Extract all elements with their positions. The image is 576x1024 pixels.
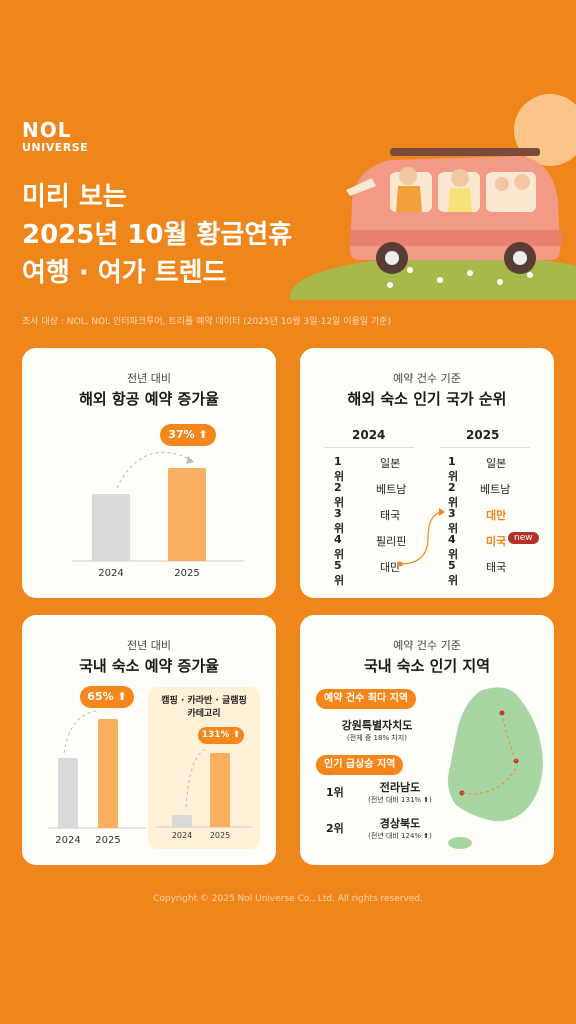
rank-number: 3위 — [448, 507, 459, 535]
title-line-3: 여행 · 여가 트렌드 — [22, 258, 227, 288]
camping-category-panel: 캠핑 · 카라반 · 글램핑 카테고리 131% ⬆ 2024 2025 — [148, 687, 260, 849]
new-badge: new — [508, 532, 539, 544]
country-name: 대만 — [380, 561, 401, 574]
growth-value: 65% — [87, 690, 114, 703]
card-subtitle: 예약 건수 기준 — [393, 639, 461, 652]
rank-number: 2위 — [334, 481, 345, 509]
rank-number: 3위 — [334, 507, 345, 535]
growth-badge: 65% ⬆ — [80, 686, 134, 708]
bar-2024 — [92, 494, 130, 561]
rank-move-arrow — [397, 508, 445, 567]
most-region-name: 강원특별자치도 — [341, 719, 413, 732]
arrow-up-icon: ⬆ — [232, 730, 241, 740]
country-name: 태국 — [486, 561, 507, 574]
rank-number: 1위 — [334, 455, 345, 483]
column-header-2025: 2025 — [466, 428, 500, 442]
camping-growth-arrow — [156, 748, 252, 828]
surge-note-1: (전년 대비 131% ⬆) — [368, 796, 432, 804]
card-subtitle: 전년 대비 — [127, 639, 171, 652]
rank-number: 5위 — [334, 559, 345, 587]
axis-label-2024: 2024 — [98, 568, 124, 579]
camping-bar-2024 — [172, 815, 192, 827]
camping-title-line2: 카테고리 — [187, 709, 221, 719]
title-line-1: 미리 보는 — [22, 182, 127, 212]
van-illustration — [290, 94, 576, 300]
camping-axis-2024: 2024 — [171, 831, 193, 840]
korea-map-icon — [448, 687, 543, 849]
axis-label-2024: 2024 — [55, 835, 81, 846]
camping-title: 캠핑 · 카라반 · 글램핑 카테고리 — [148, 695, 260, 721]
country-name: 일본 — [486, 457, 507, 470]
flowers-decoration — [387, 267, 533, 288]
axis-label-2025: 2025 — [95, 835, 121, 846]
bar-2024 — [58, 758, 78, 828]
surge-rank-2: 2위 — [326, 822, 344, 835]
growth-badge: 37% ⬆ — [160, 424, 216, 446]
most-region-note: (전체 중 18% 차지) — [347, 734, 407, 742]
growth-arrow — [48, 710, 146, 829]
camping-bar-2025 — [210, 753, 230, 827]
card-overseas-country-ranking: 예약 건수 기준 해외 숙소 인기 국가 순위 2024 2025 1위 일본 2… — [300, 348, 554, 598]
column-header-2024: 2024 — [352, 428, 386, 442]
surge-region-1: 전라남도 — [379, 781, 421, 794]
arrow-up-icon: ⬆ — [117, 690, 127, 703]
brand-logo: NOL UNIVERSE — [22, 120, 88, 153]
surge-rank-1: 1위 — [326, 786, 344, 799]
surge-note-2: (전년 대비 124% ⬆) — [368, 832, 432, 840]
brand-logo-line2: UNIVERSE — [22, 141, 89, 154]
card-overseas-flight-growth: 전년 대비 해외 항공 예약 증가율 37% ⬆ 2024 2025 — [22, 348, 276, 598]
growth-value: 37% — [168, 428, 195, 441]
card-title: 국내 숙소 인기 지역 — [363, 657, 491, 675]
growth-arrow — [72, 452, 244, 562]
rank-number: 2위 — [448, 481, 459, 509]
card-domestic-stay-growth: 전년 대비 국내 숙소 예약 증가율 65% ⬆ 2024 2025 캠핑 · … — [22, 615, 276, 865]
country-name: 베트남 — [480, 483, 511, 496]
country-name-highlight: 대만 — [486, 509, 507, 522]
country-name: 필리핀 — [376, 535, 407, 548]
camping-growth-badge: 131% ⬆ — [198, 727, 244, 744]
card-subtitle: 전년 대비 — [127, 372, 171, 385]
surge-region-2: 경상북도 — [379, 817, 421, 830]
country-name: 태국 — [380, 509, 401, 522]
arrow-up-icon: ⬆ — [198, 428, 208, 441]
most-bookings-label: 예약 건수 최다 지역 — [316, 689, 417, 709]
country-name: 일본 — [380, 457, 401, 470]
rank-number: 4위 — [448, 533, 459, 561]
rank-number: 5위 — [448, 559, 459, 587]
camping-axis-2025: 2025 — [209, 831, 231, 840]
survey-note: 조사 대상 : NOL, NOL 인터파크투어, 트리플 예약 데이터 (202… — [22, 317, 391, 327]
country-name-highlight: 미국 — [486, 535, 507, 548]
camping-title-line1: 캠핑 · 카라반 · 글램핑 — [161, 696, 247, 706]
bar-2025 — [168, 468, 206, 561]
bar-2025 — [98, 719, 118, 828]
divider — [324, 447, 414, 448]
title-line-2: 2025년 10월 황금연휴 — [22, 220, 293, 250]
brand-logo-line1: NOL — [22, 118, 72, 142]
axis-label-2025: 2025 — [174, 568, 200, 579]
page-title: 미리 보는 2025년 10월 황금연휴 여행 · 여가 트렌드 — [22, 178, 292, 292]
card-title: 국내 숙소 예약 증가율 — [79, 657, 219, 675]
copyright-footer: Copyright © 2025 Nol Universe Co., Ltd. … — [153, 894, 423, 904]
camping-growth-value: 131% — [201, 730, 230, 740]
card-subtitle: 예약 건수 기준 — [393, 372, 461, 385]
card-title: 해외 항공 예약 증가율 — [79, 390, 219, 408]
divider — [440, 447, 530, 448]
country-name: 베트남 — [376, 483, 407, 496]
card-title: 해외 숙소 인기 국가 순위 — [347, 390, 507, 408]
rank-number: 1위 — [448, 455, 459, 483]
card-domestic-popular-region: 예약 건수 기준 국내 숙소 인기 지역 예약 건수 최다 지역 강원특별자치도… — [300, 615, 554, 865]
rising-region-label: 인기 급상승 지역 — [316, 755, 404, 775]
rank-number: 4위 — [334, 533, 345, 561]
